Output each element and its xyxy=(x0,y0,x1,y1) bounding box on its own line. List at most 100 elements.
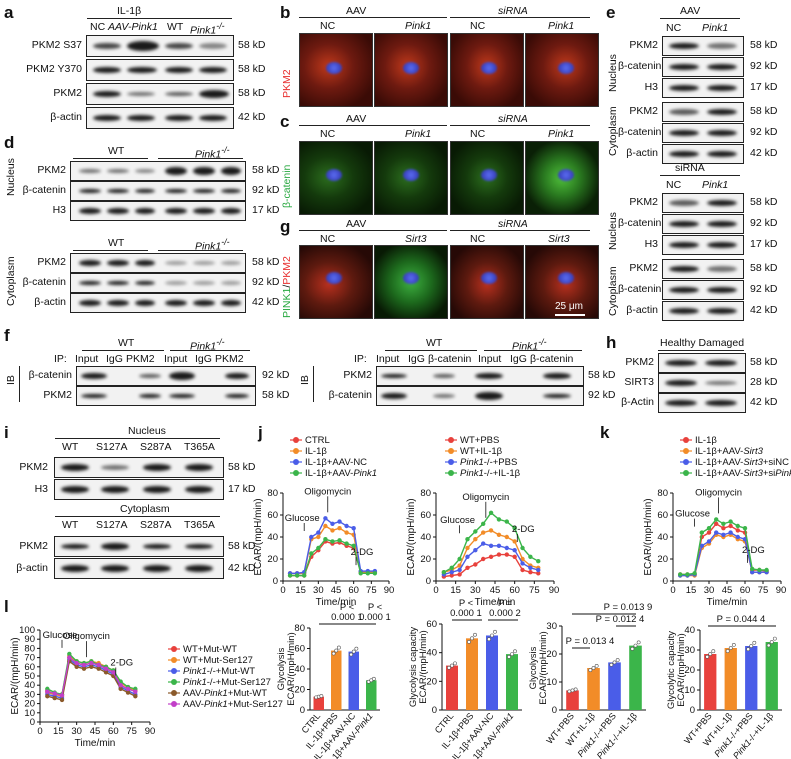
j-right-legend-label: Pink1-/-+PBS xyxy=(460,457,517,468)
l-line-xtick-label: 90 xyxy=(145,726,156,737)
e-row-label: β-actin xyxy=(626,147,658,159)
b-group-aav: AAV xyxy=(346,5,367,17)
j-right-ytick-label: 0 xyxy=(426,576,431,587)
l-line-xtick-label: 60 xyxy=(108,726,119,737)
j-left-point xyxy=(330,539,335,544)
l-bar2-dot xyxy=(450,663,454,668)
l-bar2-dot xyxy=(507,654,511,659)
l-bar1-ytick-label: 20 xyxy=(294,685,305,696)
i-cyt-lane-1: WT xyxy=(62,519,79,531)
d-nuc-line-wt xyxy=(73,158,148,159)
l-bar4-dot xyxy=(772,636,777,641)
j-right-point xyxy=(488,528,494,533)
e-row-blot xyxy=(662,144,744,164)
h-size-3: 42 kD xyxy=(750,396,778,408)
d-nuc-size-2: 92 kD xyxy=(252,184,280,196)
j-left-series-line xyxy=(290,517,375,574)
j-left-point xyxy=(344,523,349,529)
j-right-xtick-label: 90 xyxy=(549,585,560,596)
j-left-annotation: Oligomycin xyxy=(304,486,351,497)
j-left-ytick-label: 80 xyxy=(267,488,278,499)
l-line-ytick-label: 20 xyxy=(24,699,35,710)
f-right-lane-2: IgG xyxy=(408,353,425,365)
j-left-point xyxy=(330,528,335,533)
k-ytick-label: 80 xyxy=(657,488,668,499)
l-bar2-pvalue-q: 0.000 2 xyxy=(489,608,521,619)
l-line-ytick-label: 10 xyxy=(24,708,35,719)
panel-label-d: d xyxy=(4,133,15,152)
j-right-point xyxy=(512,548,517,553)
f-left-row-2: PKM2 xyxy=(43,389,72,401)
l-line-ytick-label: 30 xyxy=(24,689,35,700)
k-point xyxy=(742,526,748,531)
f-right-line-ko xyxy=(484,350,582,351)
l-bar3-ylabel-1: Glycolysis xyxy=(528,646,539,689)
l-bar3-bar xyxy=(566,690,579,710)
l-line-point xyxy=(67,651,72,657)
l-bar1-ytick-label: 80 xyxy=(294,623,305,634)
c-lane-2: Pink1 xyxy=(405,128,432,140)
h-header-line xyxy=(658,350,744,351)
e-row-label: β-catenin xyxy=(618,60,662,72)
l-bar4-bar xyxy=(704,654,717,710)
a-row-2: PKM2 Y370 xyxy=(26,63,82,75)
e-row-blot xyxy=(662,123,744,143)
l-bar4-ylabel-1: Glycolytic capacity xyxy=(666,631,677,709)
l-line-xtick-label: 75 xyxy=(126,726,137,737)
f-right-blot-1 xyxy=(376,366,584,386)
c-group-aav: AAV xyxy=(346,113,367,125)
l-line-legend-label: Pink1-/-+Mut-WT xyxy=(183,666,255,677)
d-nuc-group-ko: Pink1-/- xyxy=(195,145,230,161)
k-xlabel: Time/min xyxy=(707,597,748,608)
l-bar3-dot xyxy=(630,646,635,651)
i-nuc-lane-2: S127A xyxy=(96,441,128,453)
micrograph-0-3 xyxy=(525,33,599,107)
j-right-xtick-label: 30 xyxy=(470,585,481,596)
g-lane-3: NC xyxy=(470,233,486,245)
f-right-line-wt xyxy=(385,350,477,351)
b-lane-3: NC xyxy=(470,20,486,32)
e-bot-line xyxy=(660,175,740,176)
l-line-point xyxy=(59,693,65,698)
k-point xyxy=(728,519,733,524)
l-line-point xyxy=(103,670,109,675)
i-nuc-title: Nucleus xyxy=(128,425,166,437)
d-cyt-row-1: PKM2 xyxy=(37,256,66,268)
micrograph-2-2 xyxy=(450,245,524,319)
g-lane-1: NC xyxy=(320,233,336,245)
a-row-1: PKM2 S37 xyxy=(31,39,82,51)
k-annotation: Oligomycin xyxy=(695,487,742,498)
l-line-point xyxy=(96,666,101,671)
j-right-annotation: 2-DG xyxy=(512,524,535,535)
l-line-annotation: Oligomycin xyxy=(63,631,110,642)
l-bar2-bar xyxy=(506,654,518,710)
j-right-point xyxy=(520,556,525,562)
a-row-4: β-actin xyxy=(50,111,82,123)
e-row-label: H3 xyxy=(644,238,658,250)
l-bar2-dot xyxy=(473,632,477,637)
l-bar1-ytick-label: 60 xyxy=(294,644,305,655)
e-row-blot xyxy=(662,193,744,213)
e-bot-lane-2: Pink1 xyxy=(702,179,729,191)
l-bar1-ytick-label: 40 xyxy=(294,664,305,675)
g-lane-4: Sirt3 xyxy=(548,233,570,245)
j-right-point xyxy=(520,567,525,573)
panel-label-k: k xyxy=(600,423,610,442)
l-line-ytick-label: 0 xyxy=(30,717,35,728)
j-right-annotation: Oligomycin xyxy=(462,492,509,503)
a-size-3: 58 kD xyxy=(238,87,266,99)
k-xtick-label: 15 xyxy=(686,585,697,596)
j-right-ytick-label: 60 xyxy=(420,510,431,521)
l-bar1-dot xyxy=(349,652,354,657)
j-right-point xyxy=(457,563,462,568)
l-line-point xyxy=(89,660,94,666)
j-left-point xyxy=(323,537,328,542)
a-blot-2 xyxy=(86,59,234,81)
l-bar2-dot xyxy=(493,629,497,634)
e-row-size: 92 kD xyxy=(750,60,778,72)
l-bar4-dot xyxy=(711,649,716,654)
e-row-label: β-catenin xyxy=(618,217,662,229)
j-right-xlabel: Time/min xyxy=(475,597,516,608)
l-line-point xyxy=(133,694,138,699)
f-left-lane-1: Input xyxy=(75,353,99,365)
